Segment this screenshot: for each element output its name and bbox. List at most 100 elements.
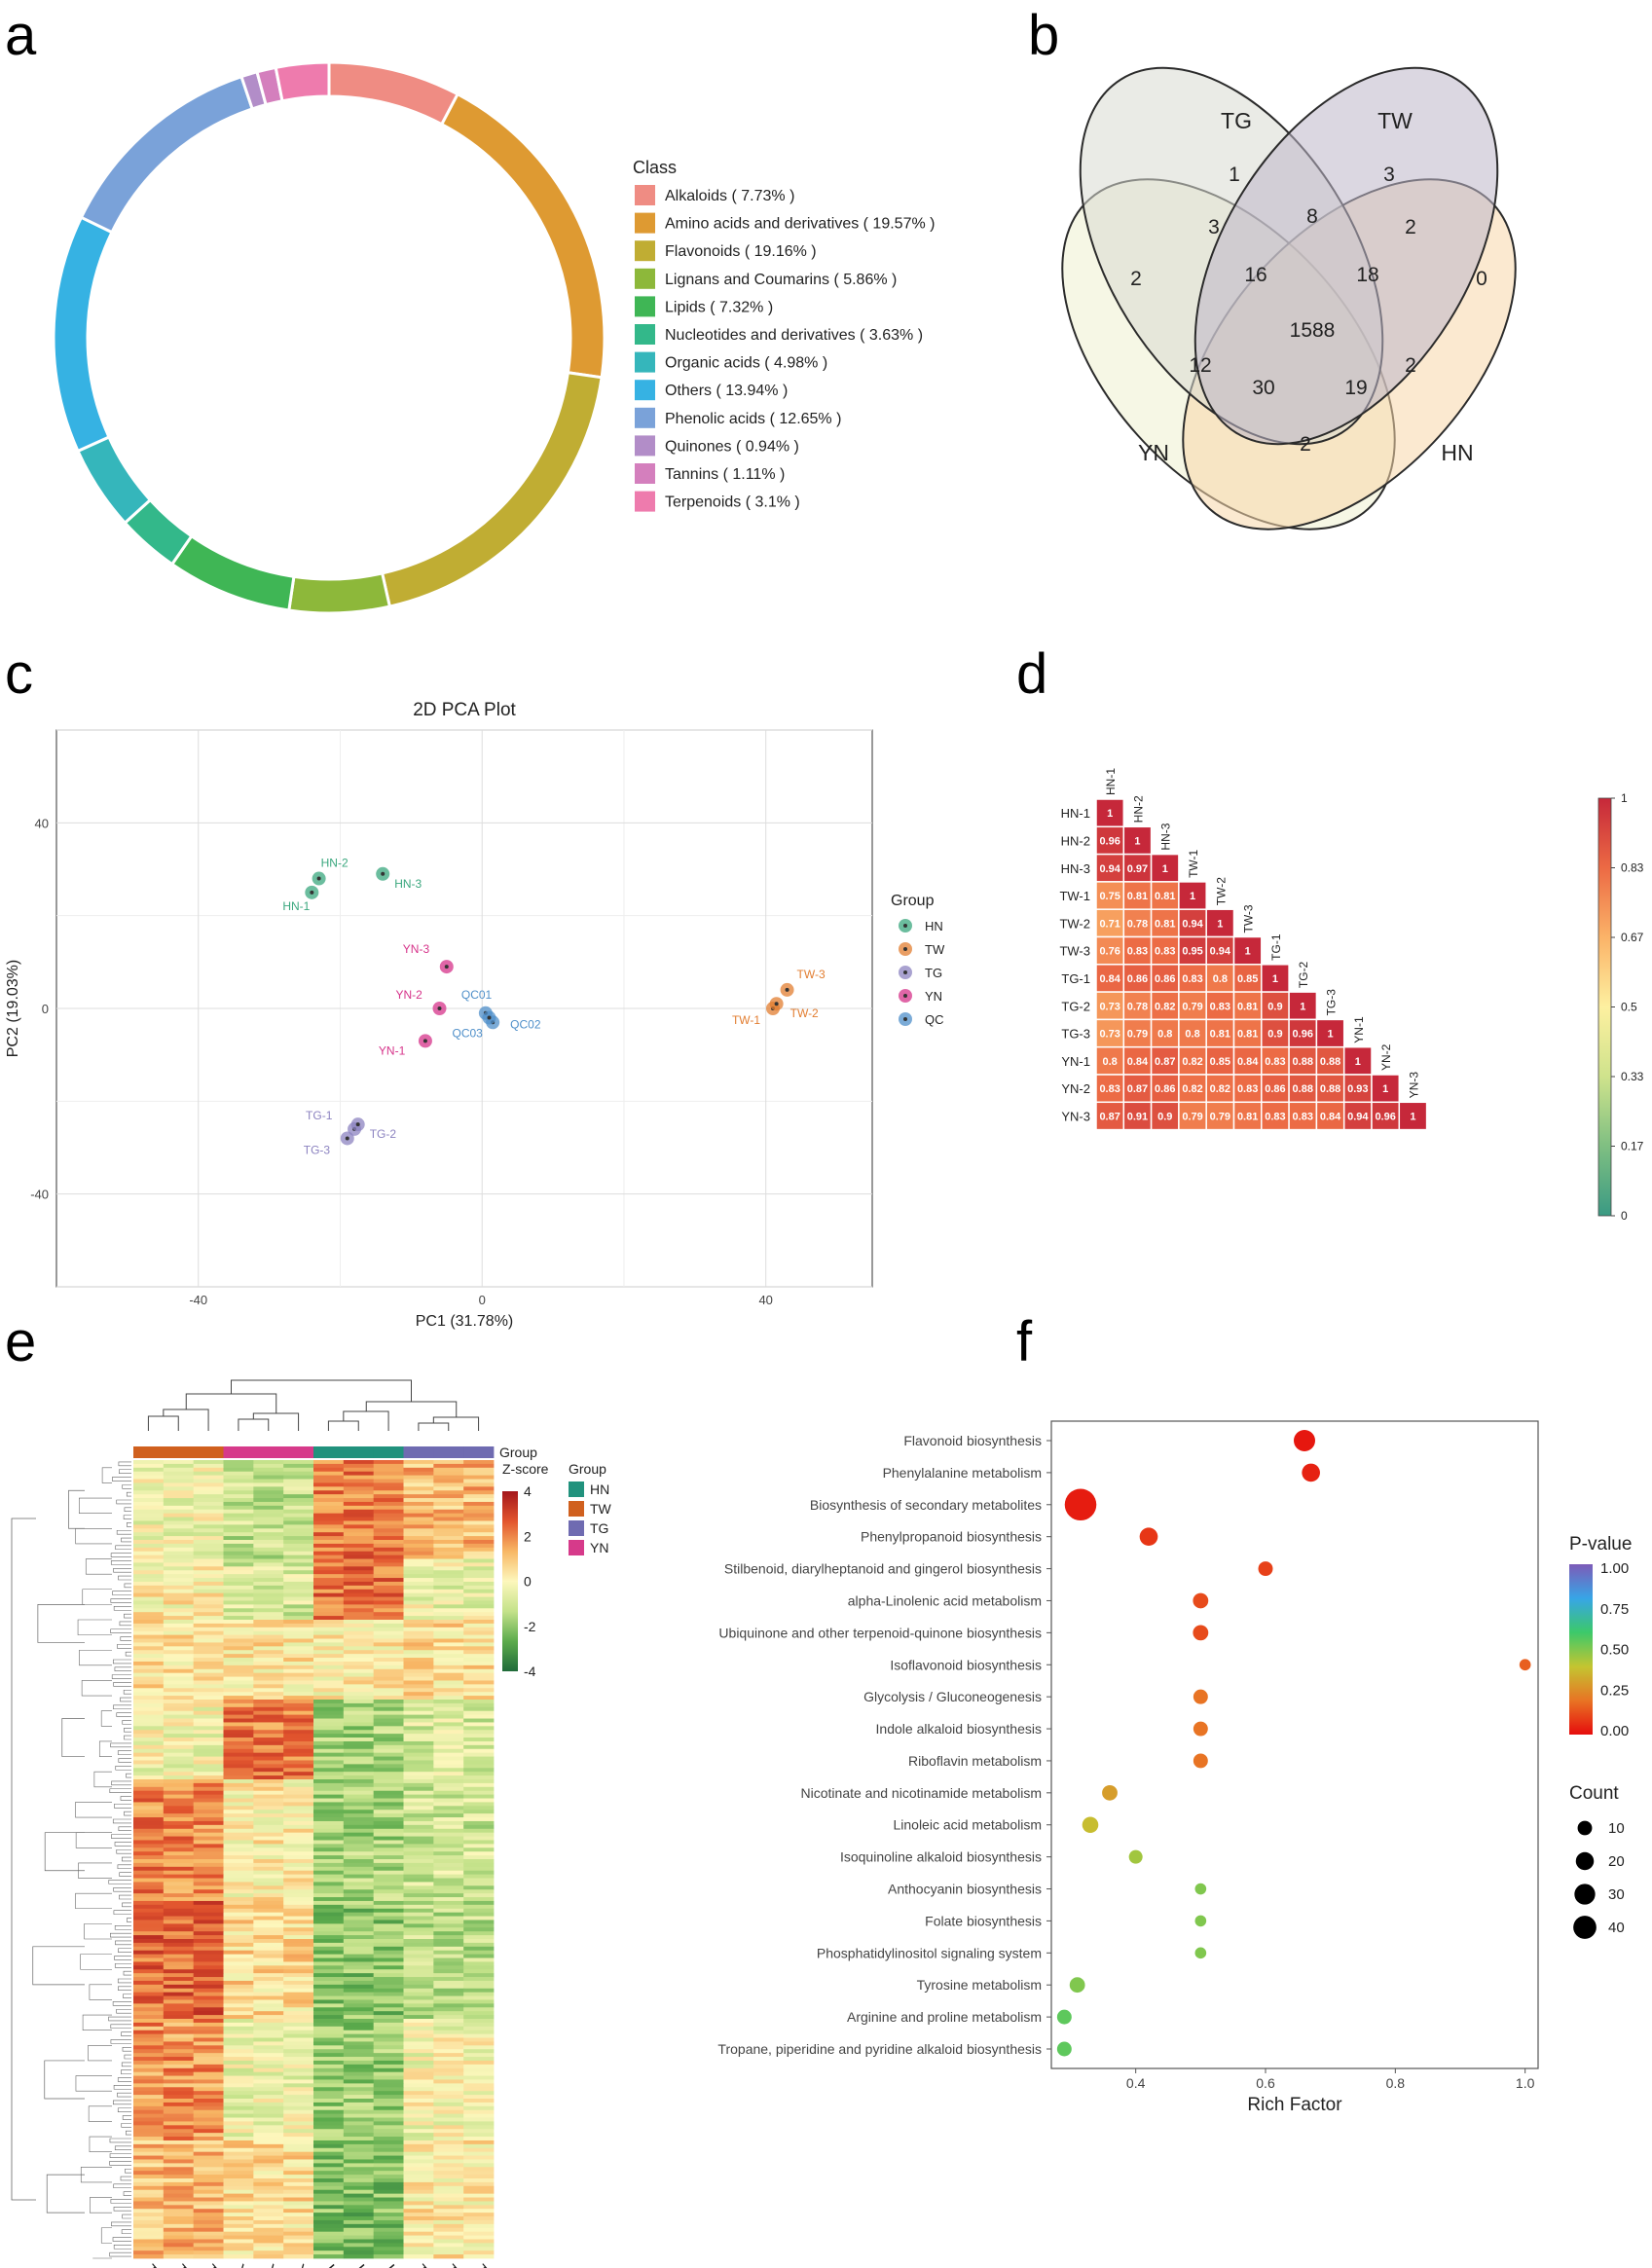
zscore-cell-123-0	[133, 1927, 165, 1932]
zscore-cell-194-3	[223, 2197, 254, 2202]
zscore-cell-136-11	[463, 1977, 495, 1982]
zscore-cell-29-6	[313, 1570, 345, 1575]
zscore-cell-5-2	[193, 1479, 224, 1483]
zscore-cell-119-9	[403, 1912, 434, 1917]
row-dendrogram-top-120	[32, 1946, 85, 1986]
zscore-cell-147-9	[403, 2019, 434, 2024]
zscore-cell-193-5	[283, 2193, 314, 2198]
zscore-cell-58-11	[463, 1680, 495, 1685]
zscore-cell-1-9	[403, 1463, 434, 1469]
zscore-cell-44-8	[373, 1627, 404, 1632]
zscore-cell-36-2	[193, 1596, 224, 1601]
zscore-cell-200-4	[253, 2219, 284, 2225]
zscore-cell-35-6	[313, 1592, 345, 1597]
zscore-cell-179-10	[433, 2140, 464, 2145]
zscore-cell-4-7	[343, 1475, 375, 1480]
zscore-cell-75-9	[403, 1744, 434, 1750]
pca-point-label-YN-3: YN-3	[403, 942, 430, 956]
zscore-cell-11-8	[373, 1501, 404, 1507]
legend-swatch-1	[635, 185, 655, 205]
row-dendrogram-mid-24	[85, 1558, 112, 1575]
zscore-cell-126-1	[163, 1939, 195, 1944]
zscore-colorbar	[502, 1491, 518, 1671]
zscore-cell-148-11	[463, 2022, 495, 2028]
zscore-cell-147-6	[313, 2019, 345, 2024]
legend-label-9: Phenolic acids ( 12.65% )	[665, 411, 841, 427]
zscore-cell-63-1	[163, 1700, 195, 1704]
zscore-cell-201-0	[133, 2223, 165, 2229]
zscore-cell-173-9	[403, 2117, 434, 2122]
zscore-cell-118-8	[373, 1908, 404, 1914]
zscore-cell-171-9	[403, 2109, 434, 2115]
zscore-cell-175-2	[193, 2125, 224, 2130]
zscore-cell-115-8	[373, 1897, 404, 1902]
zscore-cell-54-11	[463, 1664, 495, 1670]
zscore-cell-85-5	[283, 1782, 314, 1788]
zscore-cell-177-7	[343, 2133, 375, 2138]
zscore-cell-161-6	[313, 2071, 345, 2076]
zscore-cell-84-2	[193, 1779, 224, 1784]
zscore-cell-2-5	[283, 1467, 314, 1473]
zscore-cell-146-8	[373, 2015, 404, 2020]
zscore-cell-100-7	[343, 1840, 375, 1845]
zscore-cell-196-8	[373, 2205, 404, 2210]
zscore-cell-204-7	[343, 2235, 375, 2240]
zscore-cell-92-9	[403, 1810, 434, 1814]
row-dendrogram-leaf-34	[112, 1591, 131, 1595]
zscore-cell-205-11	[463, 2239, 495, 2244]
legend-label-10: Quinones ( 0.94% )	[665, 438, 799, 455]
zscore-cell-15-2	[193, 1517, 224, 1521]
zscore-cell-166-0	[133, 2091, 165, 2096]
zscore-cell-151-2	[193, 2033, 224, 2038]
zscore-cell-112-11	[463, 1885, 495, 1890]
zscore-cell-42-6	[313, 1620, 345, 1625]
zscore-cell-178-9	[403, 2137, 434, 2141]
zscore-cell-69-11	[463, 1722, 495, 1727]
zscore-cell-199-8	[373, 2216, 404, 2221]
zscore-cell-146-6	[313, 2015, 345, 2020]
zscore-cell-183-3	[223, 2155, 254, 2160]
zscore-cell-57-5	[283, 1676, 314, 1681]
zscore-cell-174-4	[253, 2121, 284, 2126]
zscore-cell-24-7	[343, 1551, 375, 1556]
zscore-cell-29-1	[163, 1570, 195, 1575]
zscore-cell-136-9	[403, 1977, 434, 1982]
zscore-cell-54-9	[403, 1664, 434, 1670]
zscore-cell-35-7	[343, 1592, 375, 1597]
zscore-cell-86-0	[133, 1786, 165, 1792]
zscore-cell-142-6	[313, 1999, 345, 2004]
zscore-cell-153-7	[343, 2041, 375, 2046]
corr-col-label-YN-1: YN-1	[1352, 1016, 1366, 1043]
row-dendrogram-mid-88	[75, 1802, 112, 1818]
zscore-cell-149-4	[253, 2026, 284, 2031]
pca-ytick-0: -40	[30, 1188, 49, 1202]
zscore-cell-90-4	[253, 1802, 284, 1807]
zscore-cell-11-3	[223, 1501, 254, 1507]
zscore-cell-171-0	[133, 2109, 165, 2115]
zscore-cell-10-10	[433, 1498, 464, 1503]
zscore-cell-206-4	[253, 2243, 284, 2248]
zscore-cell-180-0	[133, 2143, 165, 2149]
zscore-cell-68-0	[133, 1718, 165, 1723]
zscore-cell-209-3	[223, 2254, 254, 2259]
zscore-cell-187-4	[253, 2171, 284, 2176]
zscore-cell-100-8	[373, 1840, 404, 1845]
zscore-cell-160-6	[313, 2067, 345, 2073]
zscore-cell-15-7	[343, 1517, 375, 1521]
zscore-cell-131-3	[223, 1957, 254, 1962]
zscore-cell-104-4	[253, 1855, 284, 1860]
zscore-cell-121-8	[373, 1920, 404, 1924]
zscore-cell-28-4	[253, 1566, 284, 1571]
zscore-cell-7-5	[283, 1486, 314, 1491]
zscore-cell-119-10	[433, 1912, 464, 1917]
corr-cell-9-3	[1178, 1045, 1207, 1076]
zscore-cell-155-6	[313, 2049, 345, 2054]
zscore-cell-106-10	[433, 1862, 464, 1868]
zscore-cell-0-6	[313, 1460, 345, 1465]
zscore-cell-99-10	[433, 1836, 464, 1841]
zscore-cell-181-3	[223, 2147, 254, 2153]
zscore-cell-10-9	[403, 1498, 434, 1503]
zscore-cell-42-0	[133, 1620, 165, 1625]
column-dendrogram-branch-10	[231, 1379, 412, 1402]
row-dendrogram-leaf-170	[117, 2107, 131, 2112]
